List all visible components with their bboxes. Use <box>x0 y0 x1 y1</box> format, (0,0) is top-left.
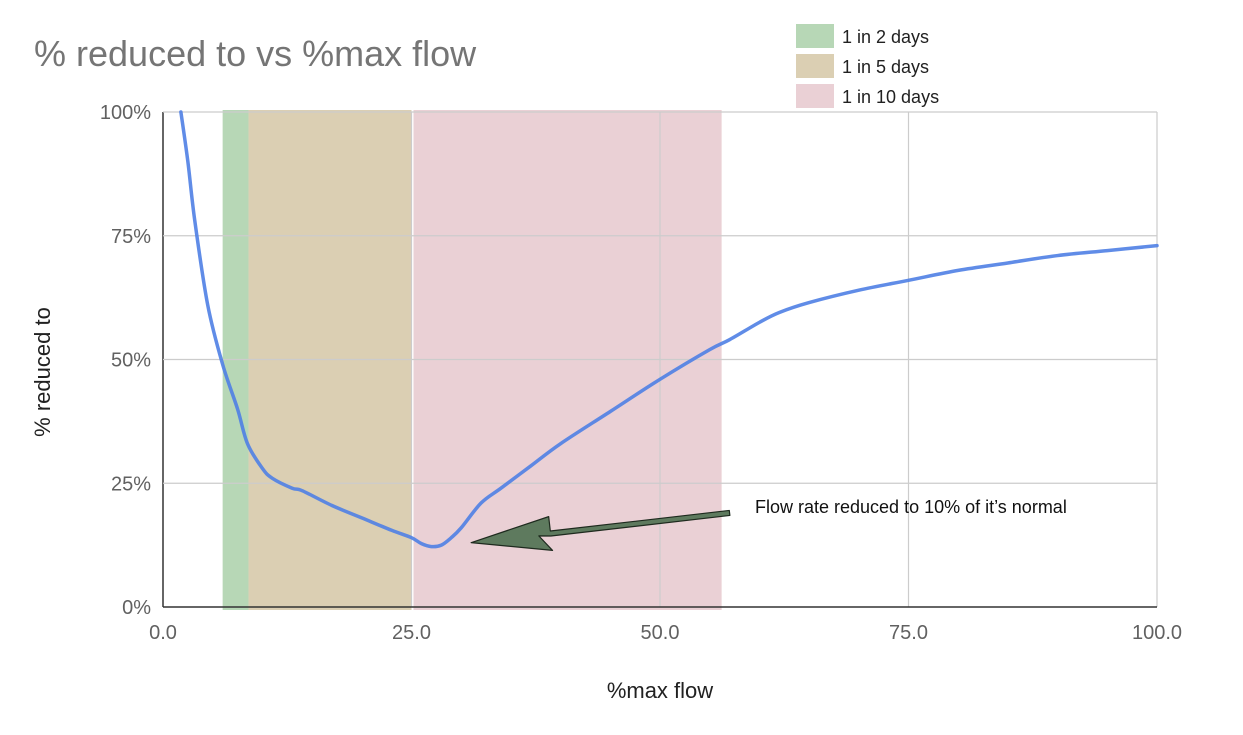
annotation-text: Flow rate reduced to 10% of it’s normal <box>755 497 1067 517</box>
x-tick-label: 50.0 <box>641 622 680 644</box>
series-layer <box>179 110 1159 549</box>
x-tick-label: 75.0 <box>889 622 928 644</box>
grid-layer <box>162 111 1158 608</box>
chart-title: % reduced to vs %max flow <box>34 33 477 74</box>
legend-label-2: 1 in 10 days <box>842 87 939 107</box>
y-tick-label: 100% <box>100 102 151 124</box>
x-tick-label: 0.0 <box>149 622 177 644</box>
x-tick-label: 100.0 <box>1132 622 1182 644</box>
y-axis-title: % reduced to <box>30 307 55 437</box>
legend-label-0: 1 in 2 days <box>842 27 929 47</box>
legend-swatch-0 <box>796 24 834 48</box>
y-tick-label: 50% <box>111 350 151 372</box>
legend: 1 in 2 days 1 in 5 days 1 in 10 days <box>796 24 939 108</box>
legend-label-1: 1 in 5 days <box>842 57 929 77</box>
series-line-0 <box>179 110 1159 549</box>
x-axis-title: %max flow <box>607 678 713 703</box>
legend-swatch-1 <box>796 54 834 78</box>
y-tick-label: 0% <box>122 597 151 619</box>
x-tick-label: 25.0 <box>392 622 431 644</box>
y-tick-label: 75% <box>111 226 151 248</box>
legend-swatch-2 <box>796 84 834 108</box>
y-tick-label: 25% <box>111 473 151 495</box>
annotation-layer: Flow rate reduced to 10% of it’s normal <box>470 497 1067 552</box>
annotation-arrow <box>470 509 731 552</box>
tick-labels: 0.0 25.0 50.0 75.0 100.0 0% 25% 50% 75% 100% <box>100 102 1182 644</box>
